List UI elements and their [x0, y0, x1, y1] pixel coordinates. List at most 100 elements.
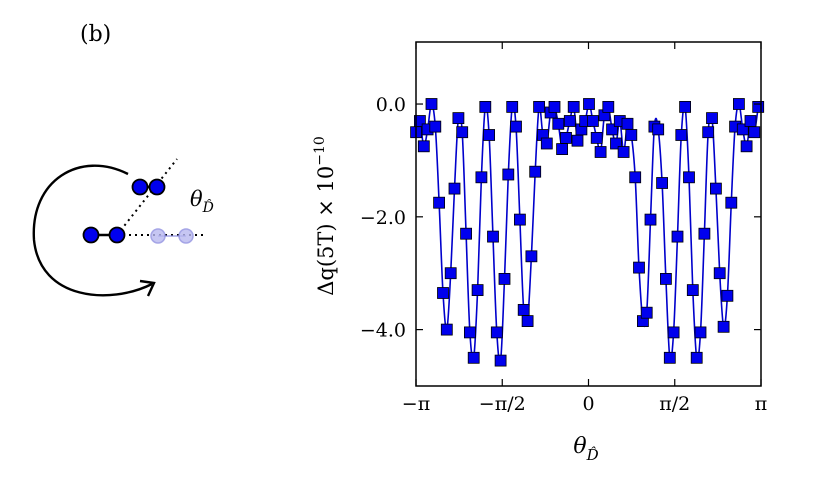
- data-point: [710, 182, 722, 195]
- x-axis-label: θD̂: [573, 434, 598, 464]
- rotated-molecule-atom: [148, 178, 166, 196]
- data-point: [748, 126, 761, 139]
- chart: −π −π/2 0 π/2 π 0.0 −2.0 −4.0 θD̂ Δq(5T) × 10−1…: [312, 41, 767, 464]
- data-point: [736, 123, 749, 136]
- rotation-diagram: θD̂: [32, 158, 214, 297]
- data-point: [444, 267, 457, 280]
- data-point: [506, 101, 519, 113]
- data-point: [521, 315, 534, 328]
- data-point: [413, 115, 426, 127]
- data-point: [460, 227, 473, 240]
- data-point: [494, 354, 507, 367]
- data-point: [652, 123, 665, 136]
- data-point: [633, 261, 645, 274]
- rotated-axis-dotted: [116, 158, 178, 236]
- data-point: [487, 230, 499, 243]
- data-point: [694, 326, 707, 339]
- data-point: [448, 182, 461, 195]
- data-point: [702, 126, 715, 139]
- data-point: [667, 326, 680, 339]
- data-point: [744, 115, 757, 127]
- data-point: [686, 284, 699, 297]
- data-point: [629, 171, 642, 184]
- data-point: [594, 146, 607, 158]
- ghost-molecule-atom: [150, 228, 166, 244]
- data-point: [490, 326, 503, 339]
- data-point: [683, 171, 695, 184]
- y-axis-label: Δq(5T) × 10−10: [312, 136, 338, 296]
- data-point: [429, 120, 442, 133]
- data-point: [502, 168, 515, 181]
- data-point: [625, 129, 638, 141]
- data-point: [552, 117, 565, 130]
- data-point: [713, 267, 726, 280]
- data-point: [540, 137, 553, 150]
- ghost-molecule-atom: [178, 228, 194, 244]
- data-point: [617, 146, 630, 158]
- data-point: [437, 287, 449, 299]
- y-tick-label: −2.0: [360, 207, 406, 229]
- base-molecule-atom: [108, 226, 126, 244]
- x-tick-label: π: [755, 393, 768, 415]
- data-point: [417, 140, 430, 153]
- data-point: [717, 320, 730, 333]
- base-molecule-atom: [82, 226, 100, 244]
- rotation-arrow-arc: [32, 164, 153, 297]
- marker-layer: [410, 98, 765, 367]
- data-point: [467, 351, 480, 364]
- data-point: [483, 129, 496, 141]
- data-point: [656, 177, 668, 189]
- y-tick-label: 0.0: [376, 94, 406, 116]
- x-tick-label: −π/2: [479, 393, 526, 415]
- tick-layer: −π −π/2 0 π/2 π 0.0 −2.0 −4.0: [360, 42, 767, 415]
- data-point: [525, 250, 538, 263]
- data-point: [560, 131, 572, 144]
- data-point: [498, 272, 511, 285]
- data-point: [602, 101, 615, 113]
- data-point: [725, 196, 738, 209]
- x-tick-label: −π: [402, 393, 430, 415]
- data-point: [517, 303, 530, 316]
- data-point: [548, 101, 561, 113]
- panel-label: (b): [80, 22, 111, 47]
- data-point: [463, 326, 476, 339]
- data-point: [621, 117, 634, 130]
- data-point: [721, 289, 734, 302]
- data-point: [610, 137, 622, 150]
- data-point: [698, 227, 711, 240]
- data-point: [590, 131, 603, 144]
- data-point: [583, 98, 595, 110]
- data-point: [690, 351, 703, 364]
- data-point: [671, 230, 684, 243]
- data-point: [640, 306, 653, 319]
- data-point: [433, 196, 446, 209]
- data-point: [567, 101, 580, 113]
- data-point: [660, 272, 672, 285]
- data-point: [644, 213, 657, 226]
- data-point: [733, 98, 745, 110]
- x-tick-label: π/2: [659, 393, 690, 415]
- data-point: [479, 101, 492, 113]
- data-point: [740, 140, 753, 153]
- data-point: [663, 351, 676, 364]
- data-point: [456, 126, 469, 139]
- data-point: [510, 120, 522, 133]
- data-point: [533, 101, 545, 113]
- y-tick-label: −4.0: [360, 320, 406, 342]
- data-point: [440, 323, 453, 336]
- data-point: [752, 101, 765, 113]
- arrowhead-icon: [139, 279, 156, 297]
- data-point: [529, 165, 542, 178]
- data-point: [556, 143, 568, 156]
- data-point: [706, 112, 718, 124]
- data-point: [587, 115, 599, 127]
- data-point: [452, 112, 465, 124]
- data-point: [514, 213, 526, 226]
- data-point: [475, 171, 488, 184]
- data-point: [571, 134, 584, 147]
- data-point: [471, 284, 484, 297]
- data-point: [425, 98, 438, 110]
- data-point: [675, 129, 688, 141]
- x-tick-label: 0: [582, 393, 594, 415]
- data-point: [606, 123, 618, 136]
